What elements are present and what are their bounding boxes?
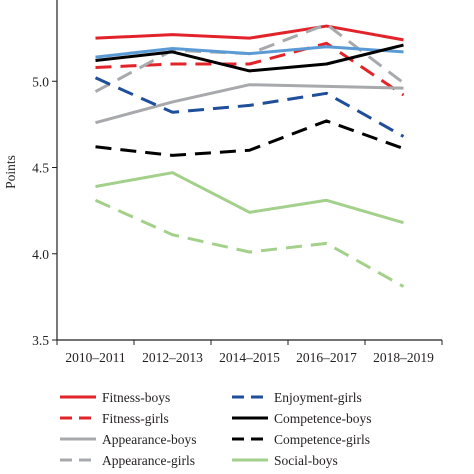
legend-item-enjoyment-girls: Enjoyment-girls — [232, 390, 362, 405]
series-line-appearance-boys — [95, 83, 404, 125]
series-line-enjoyment-girls — [94, 76, 405, 138]
legend-label: Enjoyment-girls — [274, 390, 362, 405]
series-line-competence-boys — [95, 43, 404, 73]
x-tick-label: 2018–2019 — [373, 350, 434, 365]
x-tick-label: 2012–2013 — [142, 350, 203, 365]
y-tick-label: 4.0 — [32, 247, 49, 262]
legend-item-appearance-boys: Appearance-boys — [60, 432, 196, 447]
x-tick-label: 2010–2011 — [65, 350, 125, 365]
y-tick-label: 4.5 — [32, 161, 49, 176]
legend-item-competence-boys: Competence-boys — [232, 411, 371, 426]
legend-item-fitness-girls: Fitness-girls — [60, 411, 169, 426]
y-tick-label: 5.5 — [32, 0, 49, 3]
series-line-social-boys — [95, 171, 404, 225]
series-lines — [94, 22, 405, 288]
legend-label: Social-boys — [274, 453, 338, 468]
y-axis-title: Points — [3, 155, 18, 189]
legend: Fitness-boys Enjoyment-girls Fitness-girls… — [60, 390, 371, 468]
legend-item-appearance-girls: Appearance-girls — [60, 453, 195, 468]
legend-label: Competence-boys — [274, 411, 371, 426]
legend-label: Appearance-girls — [102, 453, 195, 468]
legend-label: Competence-girls — [274, 432, 370, 447]
series-line-social-girls — [94, 198, 405, 288]
series-line-appearance-girls — [94, 22, 405, 93]
y-tick-label: 5.0 — [32, 74, 49, 89]
legend-label: Fitness-girls — [102, 411, 169, 426]
legend-item-fitness-boys: Fitness-boys — [60, 390, 170, 405]
axis-ticks: 3.5 4.0 4.5 5.0 5.5 2010–2011 2012–2013 2014–20… — [32, 0, 443, 365]
x-tick-label: 2014–2015 — [219, 350, 280, 365]
legend-label: Appearance-boys — [102, 432, 196, 447]
series-line-enjoyment-boys — [95, 45, 404, 59]
legend-item-competence-girls: Competence-girls — [232, 432, 370, 447]
legend-label: Fitness-boys — [102, 390, 170, 405]
legend-item-social-boys: Social-boys — [232, 453, 338, 468]
series-line-fitness-boys — [95, 24, 404, 42]
y-tick-label: 3.5 — [32, 333, 49, 348]
series-line-competence-girls — [95, 119, 405, 157]
x-tick-label: 2016–2017 — [296, 350, 357, 365]
